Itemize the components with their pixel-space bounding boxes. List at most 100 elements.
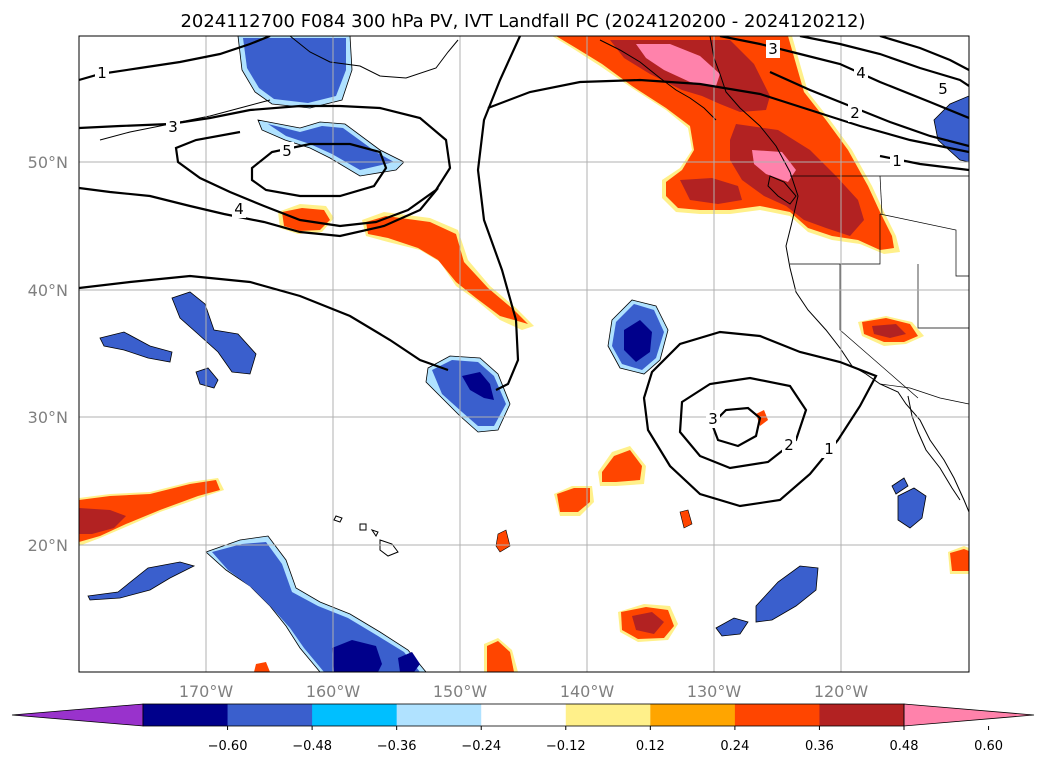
colorbar-segment (396, 704, 482, 726)
contour-label: 4 (856, 64, 866, 82)
contour-label: 1 (97, 64, 107, 82)
contour-label: 5 (282, 142, 292, 160)
pos-area-45n-orange (282, 208, 330, 231)
contour-5-east (879, 36, 969, 71)
coastline-alaska-panhandle (599, 39, 717, 121)
colorbar-segment (312, 704, 398, 726)
pos-area-south-2-orange (487, 641, 514, 672)
neg-area-south-west-1 (87, 561, 196, 601)
neg-area-southeast-4 (891, 477, 909, 495)
coastline-hawaii-4 (370, 529, 379, 537)
contour-label: 1 (892, 152, 902, 170)
contour-label: 4 (234, 200, 244, 218)
contour-2-central (476, 36, 522, 391)
lon-label: 150°W (433, 682, 488, 701)
pos-area-nw-coast-red-3 (680, 178, 742, 204)
contour-label: 3 (708, 410, 718, 428)
neg-area-south-central-core (332, 640, 382, 672)
pos-area-south-3 (254, 662, 270, 672)
lon-label: 120°W (814, 682, 869, 701)
gridlines (79, 36, 969, 672)
colorbar-tick-label: −0.24 (461, 739, 501, 754)
colorbar-tick-label: −0.36 (377, 739, 417, 754)
figure-title: 2024112700 F084 300 hPa PV, IVT Landfall… (180, 11, 865, 32)
contour-label: 2 (850, 104, 860, 122)
neg-area-central-core (462, 372, 494, 400)
colorbar-tick-label: 0.60 (974, 739, 1003, 754)
colorbar-tick-label: 0.12 (636, 739, 665, 754)
contour-label: 3 (768, 40, 778, 58)
pos-area-south-4-orange (950, 549, 969, 571)
pos-area-22n-small (679, 509, 693, 529)
neg-area-east-core (624, 320, 652, 362)
contour-labels: 1 3 5 4 3 4 5 2 1 3 2 1 (95, 40, 950, 458)
pos-area-25n-1-orange (602, 450, 642, 482)
neg-area-southeast-3 (897, 487, 927, 529)
lon-label: 140°W (560, 682, 615, 701)
pos-area-coast-37n-red (872, 324, 906, 338)
map-content: 1 3 5 4 3 4 5 2 1 3 2 1 (79, 36, 969, 672)
neg-area-south-central-mid (212, 542, 420, 672)
pos-area-west-22n-red (79, 508, 126, 534)
pos-area-south-1-red (632, 612, 664, 634)
lon-label: 130°W (687, 682, 742, 701)
colorbar-tick-label: −0.12 (546, 739, 586, 754)
neg-area-south-central-core-2 (398, 652, 420, 672)
lat-label: 30°N (28, 408, 68, 427)
neg-area-southeast-2 (715, 617, 749, 637)
colorbar-outline (142, 703, 905, 727)
contour-big-north (487, 78, 969, 154)
neg-area-southeast-1 (755, 565, 819, 623)
colorbar-segment (143, 704, 229, 726)
coastline-hawaii-3 (333, 515, 343, 523)
contour-3-south (710, 406, 762, 448)
colorbar-segment (227, 704, 313, 726)
lat-label: 20°N (28, 536, 68, 555)
neg-area-aleutian-core (243, 38, 346, 103)
contour-5-west (250, 142, 388, 198)
pos-area-nw-coast-pink-2 (752, 150, 796, 182)
border-states-4 (879, 213, 969, 277)
lat-label: 40°N (28, 281, 68, 300)
colorbar-segment (481, 704, 567, 726)
pos-area-19n-small (495, 529, 511, 553)
contour-label: 5 (938, 80, 948, 98)
colorbar-segment (734, 704, 820, 726)
border-states-5 (879, 175, 883, 215)
lon-label: 160°W (306, 682, 361, 701)
ivt-contours (79, 36, 969, 508)
colorbar-tick-label: 0.24 (720, 739, 749, 754)
lon-label: 170°W (179, 682, 234, 701)
longitude-labels: 170°W 160°W 150°W 140°W 130°W 120°W (179, 682, 869, 701)
colorbar-tick-label: 0.36 (805, 739, 834, 754)
contour-3-east (719, 36, 969, 120)
coastline-baja (907, 395, 961, 501)
latitude-labels: 50°N 40°N 30°N 20°N (28, 153, 68, 555)
colorbar-tick-label: −0.60 (208, 739, 248, 754)
coastline-hawaii-1 (379, 539, 399, 557)
contour-label: 2 (784, 436, 794, 454)
coastline-north-america (709, 36, 969, 513)
neg-area-northeast (933, 95, 969, 163)
colorbar-tick-label: 0.48 (890, 739, 919, 754)
colorbar-extend-min (11, 703, 144, 727)
contour-label: 1 (824, 440, 834, 458)
contour-1-central (79, 274, 449, 372)
neg-area-west-1 (171, 291, 257, 375)
border-us-mexico (879, 383, 969, 405)
contour-4-west (79, 186, 439, 238)
positive-pv-areas (79, 36, 969, 672)
coastline-alaska (289, 36, 459, 79)
contour-label: 3 (168, 118, 178, 136)
colorbar-segment (819, 704, 905, 726)
colorbar-ticks: −0.60 −0.48 −0.36 −0.24 −0.12 0.12 0.24 0.36 0.4… (208, 726, 1003, 754)
colorbar-tick-label: −0.48 (292, 739, 332, 754)
negative-pv-areas (87, 36, 969, 672)
political-borders (790, 175, 969, 405)
colorbar-extend-max (903, 703, 1035, 727)
pos-area-25n-2-orange (557, 488, 590, 512)
lat-label: 50°N (28, 153, 68, 172)
neg-area-central-mid (432, 360, 506, 426)
map-frame (78, 35, 970, 673)
coastlines (99, 36, 969, 557)
